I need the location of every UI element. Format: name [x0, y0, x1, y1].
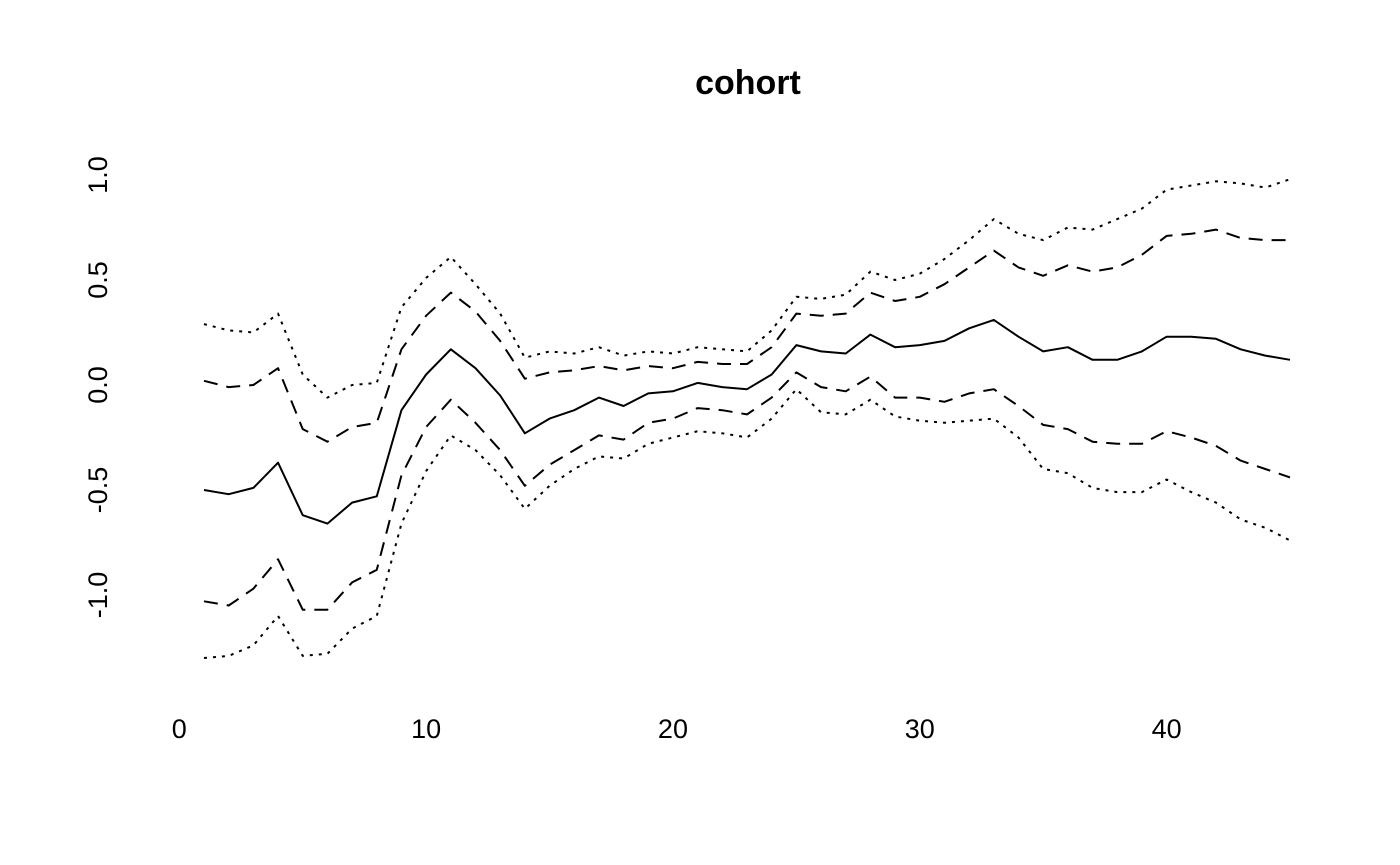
- chart-title: cohort: [695, 64, 801, 102]
- series-layer: [203, 178, 1291, 659]
- series-line-4-dashed: [203, 371, 1291, 611]
- y-tick-label: 0.5: [83, 261, 113, 299]
- x-tick-label: 20: [658, 714, 688, 744]
- series-line-2-dashed: [203, 228, 1290, 443]
- y-tick-label: 0.0: [83, 366, 113, 404]
- y-tick-label: 1.0: [83, 156, 113, 194]
- x-axis-tick-labels: 0 10 20 30 40: [172, 714, 1182, 744]
- x-tick-label: 10: [411, 714, 441, 744]
- y-tick-label: -0.5: [83, 467, 113, 514]
- series-line-1-dotted: [203, 178, 1291, 399]
- y-axis-tick-labels: -1.0 -0.5 0.0 0.5 1.0: [83, 156, 113, 618]
- y-tick-label: -1.0: [83, 572, 113, 619]
- series-line-5-dotted: [203, 388, 1291, 659]
- x-tick-label: 40: [1152, 714, 1182, 744]
- series-line-3-solid: [203, 318, 1291, 525]
- x-tick-label: 0: [172, 714, 187, 744]
- x-tick-label: 30: [905, 714, 935, 744]
